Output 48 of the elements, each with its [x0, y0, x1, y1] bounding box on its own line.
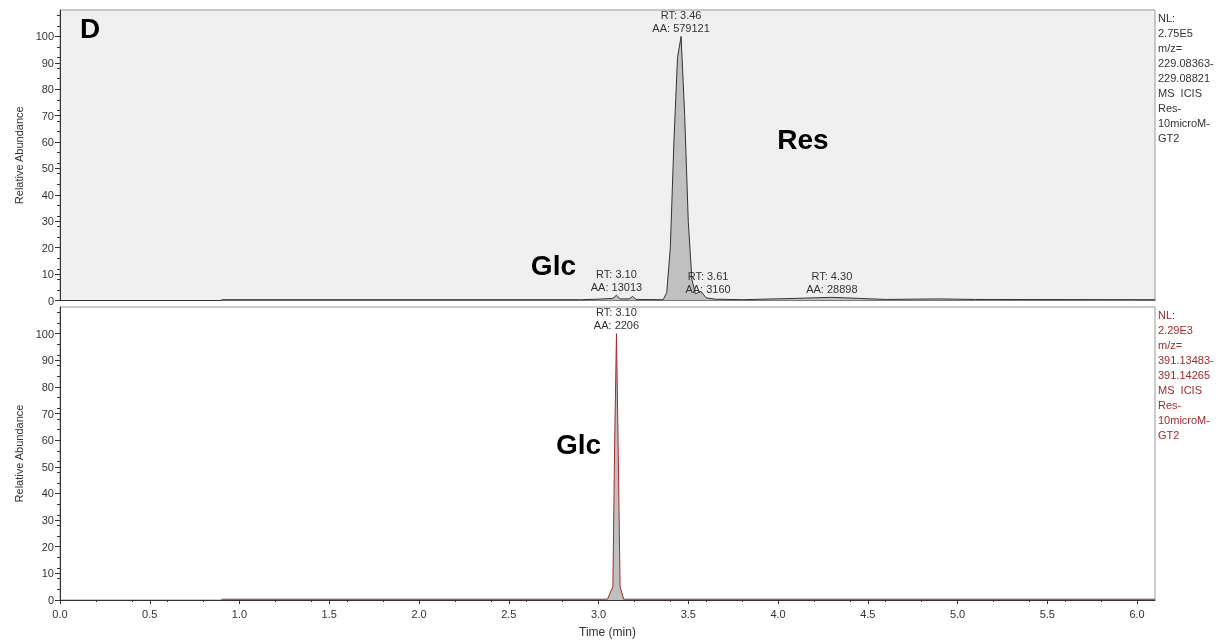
y-tick-label: 100	[35, 30, 54, 43]
x-tick-label: 6.0	[1129, 607, 1145, 620]
x-tick-label: 4.0	[770, 607, 786, 620]
y-axis-title: Relative Abundance	[12, 106, 25, 205]
annotation: Glc	[556, 429, 602, 461]
annotation: RT: 3.10 AA: 13013	[590, 267, 643, 293]
x-tick-label: 3.0	[590, 607, 607, 620]
y-tick-label: 10	[41, 567, 54, 580]
annotation: RT: 3.10 AA: 2206	[593, 306, 640, 332]
y-tick-label: 30	[41, 514, 54, 527]
y-tick-label: 50	[41, 162, 54, 175]
y-tick-label: 80	[41, 380, 54, 393]
y-tick-label: 100	[35, 327, 54, 340]
y-tick-label: 80	[41, 83, 54, 96]
x-tick-label: 4.5	[860, 607, 876, 620]
x-tick-label: 5.5	[1039, 607, 1055, 620]
y-tick-label: 0	[47, 294, 54, 307]
x-tick-label: 0.0	[52, 607, 68, 620]
y-tick-label: 70	[41, 109, 54, 122]
x-tick-label: 2.5	[501, 607, 517, 620]
annotation: RT: 3.46 AA: 579121	[652, 8, 710, 34]
y-tick-label: 90	[41, 354, 54, 367]
x-tick-label: 3.5	[680, 607, 696, 620]
y-axis-title: Relative Abundance	[12, 404, 25, 503]
y-tick-label: 30	[41, 215, 54, 228]
y-tick-label: 60	[41, 434, 54, 447]
y-tick-label: 0	[47, 594, 54, 606]
x-tick-label: 1.5	[321, 607, 337, 620]
text: NL: 2.29E3 m/z= 391.13483- 391.14265 MS ICIS Res- 10microM- GT2	[1158, 308, 1214, 441]
annotation: Glc	[530, 250, 576, 282]
text: NL: 2.75E5 m/z= 229.08363- 229.08821 MS ICIS Res- 10microM- GT2	[1158, 11, 1214, 144]
y-tick-label: 40	[41, 487, 54, 500]
annotation: D	[80, 12, 101, 44]
y-tick-label: 50	[41, 460, 54, 473]
y-tick-label: 10	[41, 268, 54, 281]
x-tick-label: 1.0	[231, 607, 248, 620]
annotation: Res	[777, 123, 829, 155]
y-tick-label: 70	[41, 407, 54, 420]
y-tick-label: 20	[41, 241, 54, 254]
x-tick-label: 2.0	[411, 607, 427, 620]
x-tick-label: 0.5	[142, 607, 158, 620]
y-tick-label: 60	[41, 136, 54, 149]
annotation: RT: 4.30 AA: 28898	[806, 269, 858, 295]
y-tick-label: 40	[41, 188, 54, 201]
y-tick-label: 90	[41, 56, 54, 69]
x-tick-label: 5.0	[949, 607, 966, 620]
x-axis-title: Time (min)	[579, 625, 636, 639]
y-tick-label: 20	[41, 540, 54, 553]
